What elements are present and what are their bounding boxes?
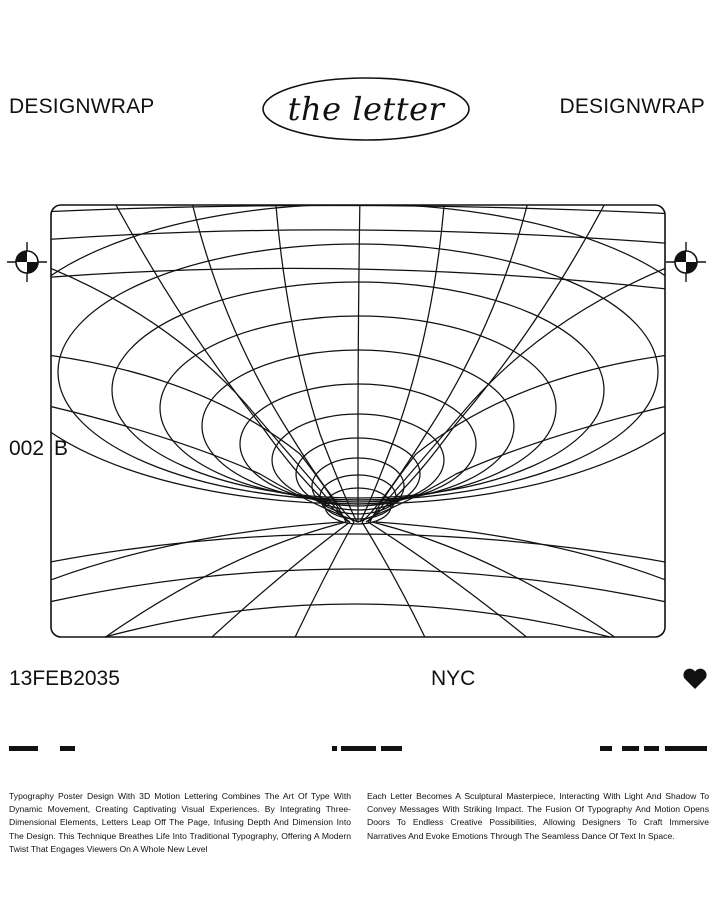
heart-icon: [683, 668, 707, 689]
side-label: 002 B: [9, 437, 68, 461]
divider-bar: [9, 746, 38, 751]
funnel-mesh: [51, 205, 665, 637]
issue-number: 002: [9, 437, 45, 460]
divider-bar: [332, 746, 337, 751]
divider-bar: [60, 746, 75, 751]
issue-letter: B: [54, 437, 69, 460]
brand-right: DESIGNWRAP: [559, 95, 705, 118]
divider-bar: [341, 746, 376, 751]
brand-left: DESIGNWRAP: [9, 95, 155, 118]
description-right: Each Letter Becomes A Sculptural Masterp…: [367, 791, 709, 841]
date-label: 13FEB2035: [9, 667, 120, 690]
divider-bar: [665, 746, 707, 751]
divider-bar: [644, 746, 659, 751]
description-left: Typography Poster Design With 3D Motion …: [9, 791, 351, 854]
wireframe-funnel-artwork: [50, 204, 666, 638]
divider-bar: [622, 746, 639, 751]
divider-bar: [600, 746, 612, 751]
crosshair-icon-left: [7, 242, 47, 282]
logo: the letter: [262, 77, 470, 141]
crosshair-icon-right: [666, 242, 706, 282]
logo-text: the letter: [288, 90, 446, 128]
divider-bar: [381, 746, 402, 751]
city-label: NYC: [431, 667, 476, 690]
